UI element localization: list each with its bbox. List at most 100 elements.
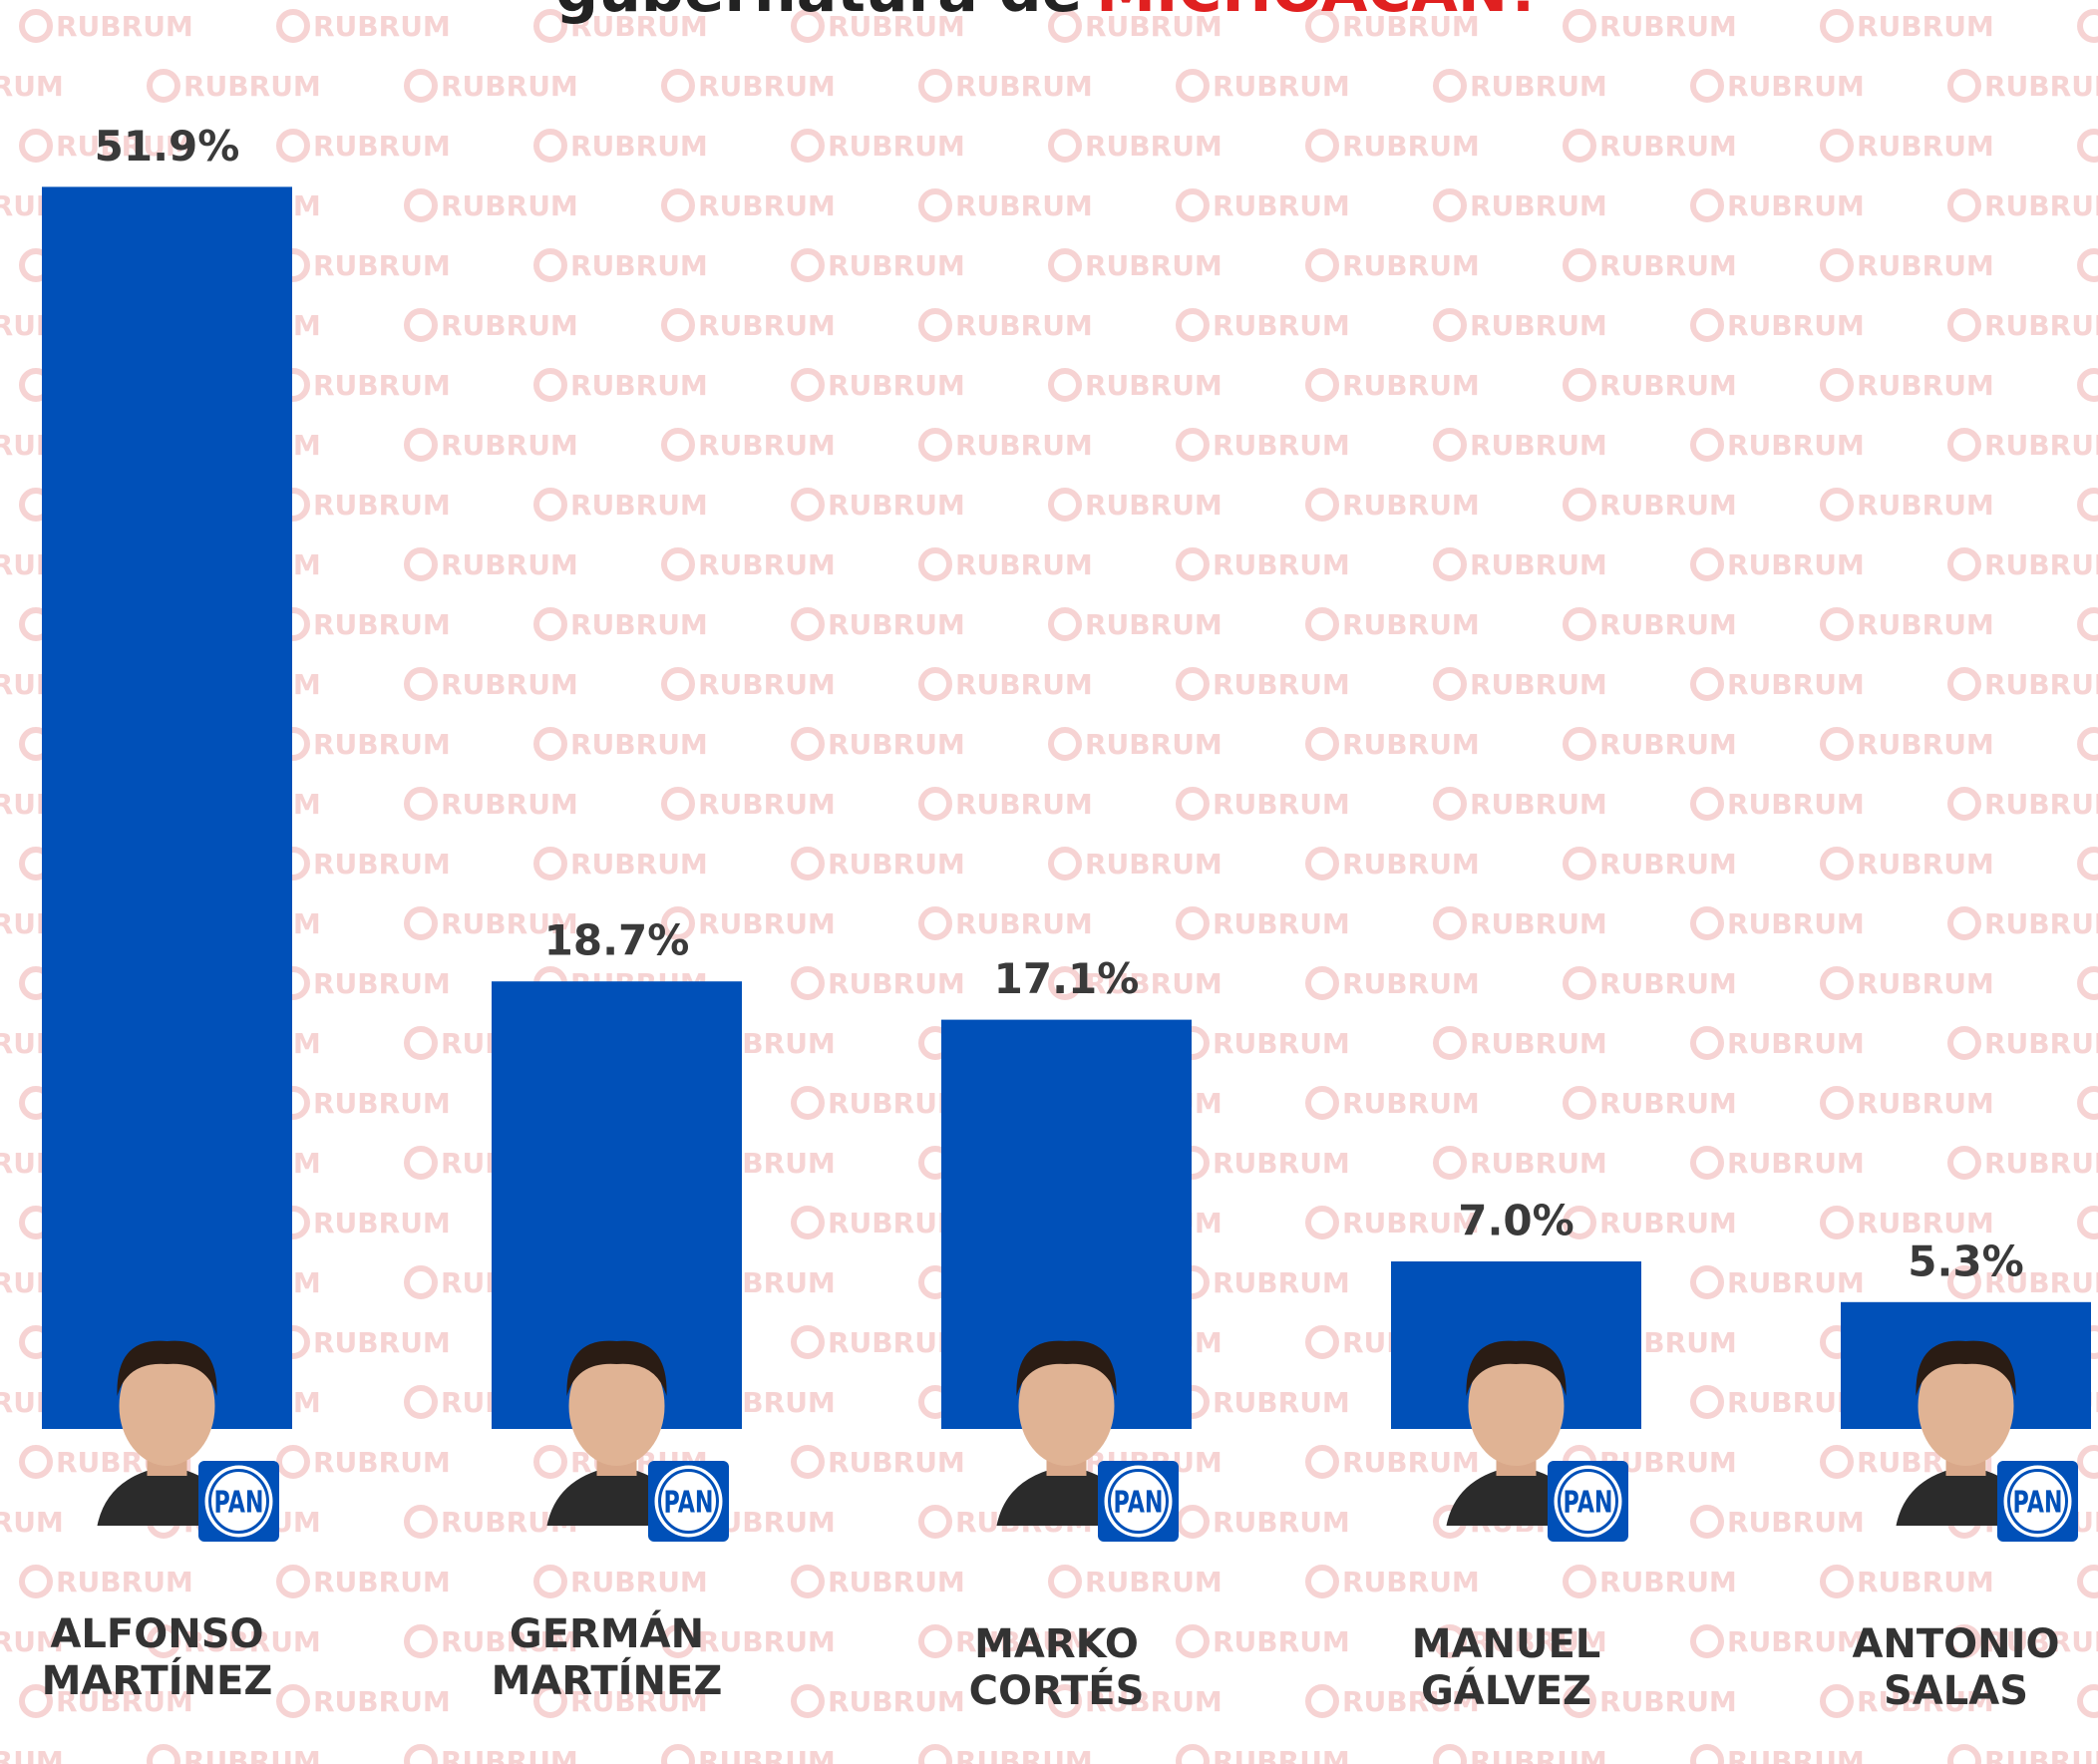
photo-hair: [1016, 1340, 1117, 1396]
watermark-text: RUBRUM: [56, 10, 193, 43]
watermark-icon: [1433, 667, 1467, 701]
watermark-text: RUBRUM: [828, 1566, 965, 1598]
watermark-text: RUBRUM: [1984, 309, 2098, 342]
watermark-text: RUBRUM: [313, 728, 451, 761]
watermark-icon: [1433, 308, 1467, 342]
watermark-text: RUBRUM: [1727, 429, 1865, 462]
watermark-icon: [404, 667, 438, 701]
watermark-text: RUBRUM: [1857, 249, 1994, 282]
watermark-icon: [1690, 308, 1724, 342]
watermark-icon: [1820, 488, 1854, 522]
watermark-text: RUBRUM: [1213, 429, 1350, 462]
watermark-text: RUBRUM: [955, 1745, 1093, 1764]
watermark-text: RUBRUM: [1727, 788, 1865, 821]
watermark-text: RUBRUM: [313, 10, 451, 43]
watermark-icon: [918, 667, 952, 701]
value-label: 17.1%: [994, 954, 1140, 1003]
watermark-text: RUBRUM: [441, 788, 578, 821]
watermark-text: RUBRUM: [441, 70, 578, 103]
watermark-text: RUBRUM: [313, 130, 451, 163]
plot: 51.9%PANALFONSOMARTÍNEZ18.7%PANGERMÁNMAR…: [42, 122, 2091, 1714]
watermark-text: RUBRUM: [1599, 1087, 1737, 1120]
category-label: MANUEL: [1412, 1621, 1601, 1667]
watermark-icon: [1305, 488, 1339, 522]
watermark-text: RUBRUM: [1470, 1147, 1607, 1180]
watermark-text: RUBRUM: [1085, 130, 1223, 163]
watermark-text: RUBRUM: [1342, 489, 1480, 522]
watermark-text: RUBRUM: [828, 130, 965, 163]
watermark-text: RUBRUM: [1984, 668, 2098, 701]
watermark-text: RUBRUM: [1857, 130, 1994, 163]
watermark-icon: [1433, 188, 1467, 222]
watermark-text: RUBRUM: [1984, 1266, 2098, 1299]
category-label: SALAS: [1884, 1668, 2028, 1714]
watermark-text: RUBRUM: [1213, 309, 1350, 342]
watermark-text: RUBRUM: [1213, 1745, 1350, 1764]
watermark-icon: [918, 787, 952, 821]
watermark-text: RUBRUM: [1213, 907, 1350, 940]
watermark-text: RUBRUM: [0, 70, 64, 103]
category-label: ALFONSO: [50, 1611, 263, 1657]
watermark-text: RUBRUM: [1599, 489, 1737, 522]
watermark-text: RUBRUM: [1727, 309, 1865, 342]
watermark-text: RUBRUM: [955, 907, 1093, 940]
watermark-icon: [276, 129, 310, 163]
watermark-text: RUBRUM: [1857, 489, 1994, 522]
watermark-text: RUBRUM: [1085, 728, 1223, 761]
watermark-icon: [1947, 1624, 1981, 1658]
watermark-text: RUBRUM: [955, 548, 1093, 581]
watermark-text: RUBRUM: [1470, 907, 1607, 940]
watermark-text: RUBRUM: [1213, 1625, 1350, 1658]
watermark-icon: [1048, 9, 1082, 43]
watermark-text: RUBRUM: [1599, 1566, 1737, 1598]
watermark-text: RUBRUM: [1213, 1266, 1350, 1299]
photo-face: [1918, 1346, 2014, 1466]
watermark-icon: [1690, 1265, 1724, 1299]
category-label: MARTÍNEZ: [492, 1656, 723, 1704]
watermark-icon: [404, 787, 438, 821]
watermark-icon: [1690, 1744, 1724, 1764]
watermark-text: RUBRUM: [698, 788, 836, 821]
watermark-text: RUBRUM: [698, 70, 836, 103]
watermark-text: RUBRUM: [313, 489, 451, 522]
watermark-icon: [1820, 368, 1854, 402]
watermark-text: RUBRUM: [1727, 1625, 1865, 1658]
watermark-icon: [1947, 69, 1981, 103]
watermark-text: RUBRUM: [1342, 848, 1480, 881]
watermark-icon: [1305, 727, 1339, 761]
watermark-icon: [791, 1086, 825, 1120]
value-label: 5.3%: [1908, 1236, 2023, 1285]
watermark-icon: [661, 667, 695, 701]
watermark-icon: [147, 1624, 180, 1658]
watermark-text: RUBRUM: [955, 70, 1093, 103]
watermark-icon: [2077, 727, 2098, 761]
watermark-icon: [19, 1445, 53, 1479]
watermark-icon: [1690, 906, 1724, 940]
watermark-text: RUBRUM: [1727, 907, 1865, 940]
watermark-icon: [791, 488, 825, 522]
watermark-text: RUBRUM: [1727, 189, 1865, 222]
watermark-icon: [1176, 308, 1210, 342]
watermark-text: RUBRUM: [1599, 967, 1737, 1000]
watermark-text: RUBRUM: [1727, 1506, 1865, 1539]
watermark-icon: [791, 966, 825, 1000]
watermark-icon: [1563, 488, 1596, 522]
watermark-icon: [533, 248, 567, 282]
watermark-text: RUBRUM: [1984, 548, 2098, 581]
watermark-icon: [1690, 547, 1724, 581]
watermark-text: RUBRUM: [955, 1625, 1093, 1658]
watermark-text: RUBRUM: [955, 668, 1093, 701]
watermark-text: RUBRUM: [1857, 728, 1994, 761]
watermark-icon: [791, 607, 825, 641]
watermark-icon: [1433, 1146, 1467, 1180]
watermark-icon: [661, 547, 695, 581]
watermark-text: RUBRUM: [441, 309, 578, 342]
watermark-icon: [533, 847, 567, 881]
watermark-text: RUBRUM: [1599, 130, 1737, 163]
watermark-icon: [918, 1505, 952, 1539]
watermark-icon: [1176, 787, 1210, 821]
watermark-icon: [1433, 547, 1467, 581]
watermark-text: RUBRUM: [1213, 788, 1350, 821]
watermark-text: RUBRUM: [1857, 848, 1994, 881]
